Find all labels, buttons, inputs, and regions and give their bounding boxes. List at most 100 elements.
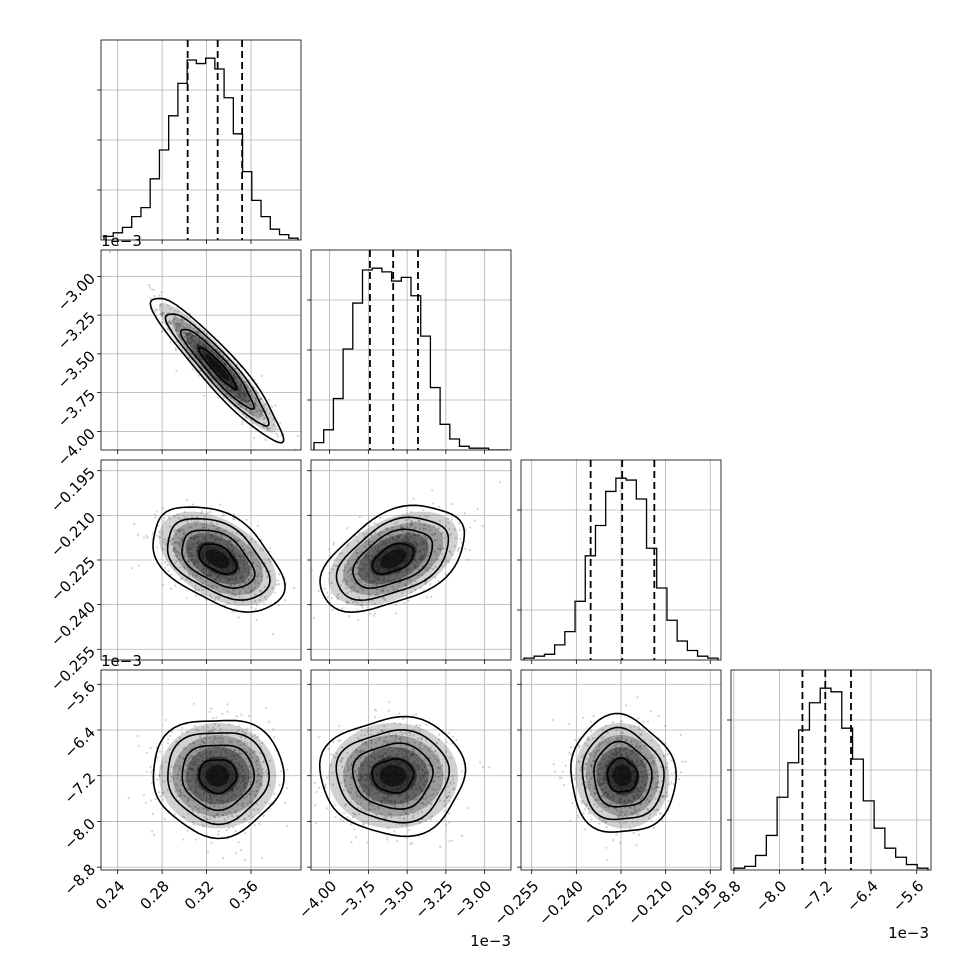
scatter-point: [208, 574, 211, 577]
scatter-point: [186, 519, 189, 522]
scatter-point: [394, 612, 397, 615]
scatter-point: [233, 562, 236, 565]
scatter-point: [195, 777, 198, 781]
scatter-point: [232, 553, 235, 556]
scatter-point: [194, 523, 198, 526]
scatter-point: [435, 538, 438, 542]
scatter-point: [405, 571, 408, 574]
scatter-point: [341, 765, 344, 769]
scatter-point: [154, 516, 157, 519]
scatter-point: [206, 755, 209, 759]
scatter-point: [629, 792, 632, 795]
scatter-point: [169, 543, 172, 546]
scatter-point: [136, 533, 139, 536]
scatter-point: [332, 740, 335, 744]
scatter-point: [608, 754, 611, 758]
scatter-point: [369, 761, 372, 764]
scatter-point: [422, 528, 426, 531]
scatter-point: [384, 788, 388, 791]
scatter-point: [220, 534, 224, 537]
scatter-point: [179, 766, 182, 770]
scatter-point: [377, 549, 380, 552]
scatter-point: [423, 514, 426, 517]
scatter-point: [209, 801, 212, 805]
scatter-point: [201, 358, 204, 361]
scatter-point: [169, 307, 172, 310]
scatter-point: [187, 773, 190, 776]
scatter-point: [136, 734, 139, 738]
scatter-point: [231, 566, 234, 569]
scatter-point: [403, 560, 406, 563]
scatter-point: [220, 751, 223, 755]
scatter-point: [410, 510, 413, 514]
scatter-point: [420, 801, 424, 804]
scatter-point: [397, 577, 400, 581]
scatter-point: [248, 772, 251, 775]
scatter-point: [373, 716, 376, 719]
scatter-point: [189, 533, 193, 536]
scatter-point: [212, 741, 215, 745]
scatter-point: [226, 766, 229, 769]
scatter-point: [204, 352, 207, 355]
scatter-point: [356, 601, 359, 604]
scatter-point: [252, 816, 255, 819]
scatter-point: [185, 338, 188, 341]
scatter-point: [394, 800, 397, 803]
scatter-point: [317, 786, 320, 790]
scatter-point: [378, 571, 381, 574]
scatter-point: [257, 772, 260, 775]
scatter-point: [192, 768, 195, 771]
scatter-point: [367, 568, 370, 571]
scatter-point: [595, 752, 598, 755]
scatter-point: [263, 760, 266, 763]
scatter-point: [231, 814, 234, 817]
scatter-point: [236, 574, 239, 577]
scatter-point: [230, 544, 233, 548]
scatter-point: [205, 566, 208, 569]
scatter-point: [313, 616, 316, 620]
scatter-point: [187, 341, 190, 344]
scatter-point: [638, 796, 641, 800]
scatter-point: [228, 780, 231, 783]
scatter-point: [607, 793, 610, 797]
scatter-point: [365, 795, 368, 798]
scatter-point: [191, 747, 194, 750]
scatter-point: [399, 533, 402, 536]
scatter-point: [366, 792, 369, 796]
scatter-point: [403, 601, 406, 605]
scatter-point: [230, 382, 233, 385]
scatter-point: [450, 502, 453, 506]
scatter-point: [368, 554, 371, 557]
scatter-point: [386, 799, 389, 802]
scatter-point: [415, 724, 418, 727]
scatter-point: [196, 560, 199, 564]
scatter-point: [204, 783, 207, 786]
scatter-point: [242, 581, 245, 584]
scatter-point: [406, 554, 409, 557]
scatter-point: [170, 542, 174, 545]
scatter-point: [237, 740, 240, 744]
scatter-point: [235, 381, 238, 384]
scatter-point: [244, 581, 247, 584]
scatter-point: [255, 789, 258, 793]
scatter-point: [373, 576, 376, 579]
density-content: [521, 670, 721, 870]
scatter-point: [240, 405, 243, 408]
scatter-point: [399, 760, 403, 763]
scatter-point: [398, 747, 401, 750]
scatter-point: [406, 575, 409, 578]
scatter-point: [195, 758, 198, 761]
scatter-point: [434, 757, 437, 760]
scatter-point: [201, 788, 204, 791]
scatter-point: [191, 768, 194, 771]
scatter-point: [619, 841, 622, 844]
scatter-point: [369, 733, 372, 736]
scatter-point: [232, 593, 235, 596]
scatter-point: [239, 752, 242, 755]
scatter-point: [187, 544, 190, 547]
scatter-point: [414, 546, 417, 550]
scatter-point: [234, 556, 237, 559]
scatter-point: [400, 539, 403, 542]
scatter-point: [196, 753, 199, 756]
scatter-point: [368, 793, 371, 796]
